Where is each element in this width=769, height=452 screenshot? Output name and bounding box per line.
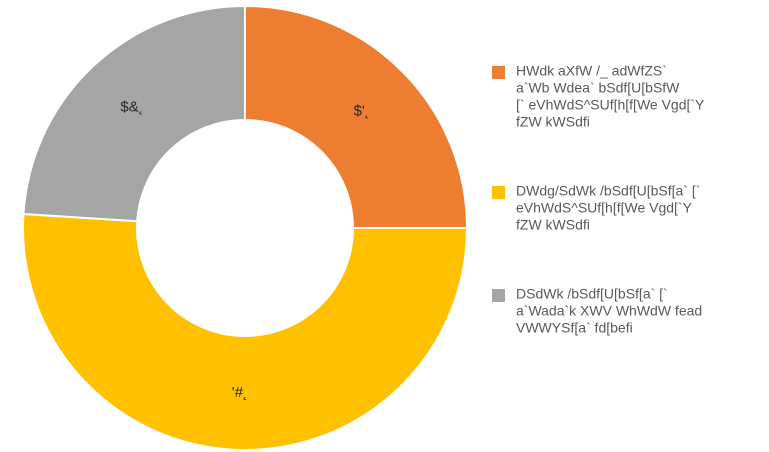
data-label: '#˛ [232, 384, 248, 401]
legend-label: VWWYSf[a` fd[befi [516, 320, 633, 336]
data-label: $&˛ [120, 99, 143, 116]
legend-label: eVhWdS^SUf[h[f[We Vgd[`Y [516, 200, 693, 216]
donut-slice [22, 4, 246, 223]
legend-label: DWdg/SdWk /bSdf[U[bSf[a` [` [516, 183, 700, 199]
legend-label: DSdWk /bSdf[U[bSf[a` [` [516, 286, 668, 302]
legend-label: fZW kWSdfi [516, 114, 590, 130]
legend-swatch [492, 186, 505, 199]
donut-slice [244, 4, 469, 229]
legend-swatch [492, 66, 505, 79]
legend-label: a`Wada`k XWV WhWdW fead [516, 303, 702, 319]
legend-label: fZW kWSdfi [516, 217, 590, 233]
legend-label: [` eVhWdS^SUf[h[f[We Vgd[`Y [516, 97, 705, 113]
legend-label: a`Wb Wdea` bSdf[U[bSfW [516, 80, 680, 96]
donut-slice [22, 213, 469, 451]
data-label: $'˛ [354, 102, 370, 119]
legend-swatch [492, 289, 505, 302]
legend-label: HWdk aXfW /_ adWfZS` [516, 63, 667, 79]
